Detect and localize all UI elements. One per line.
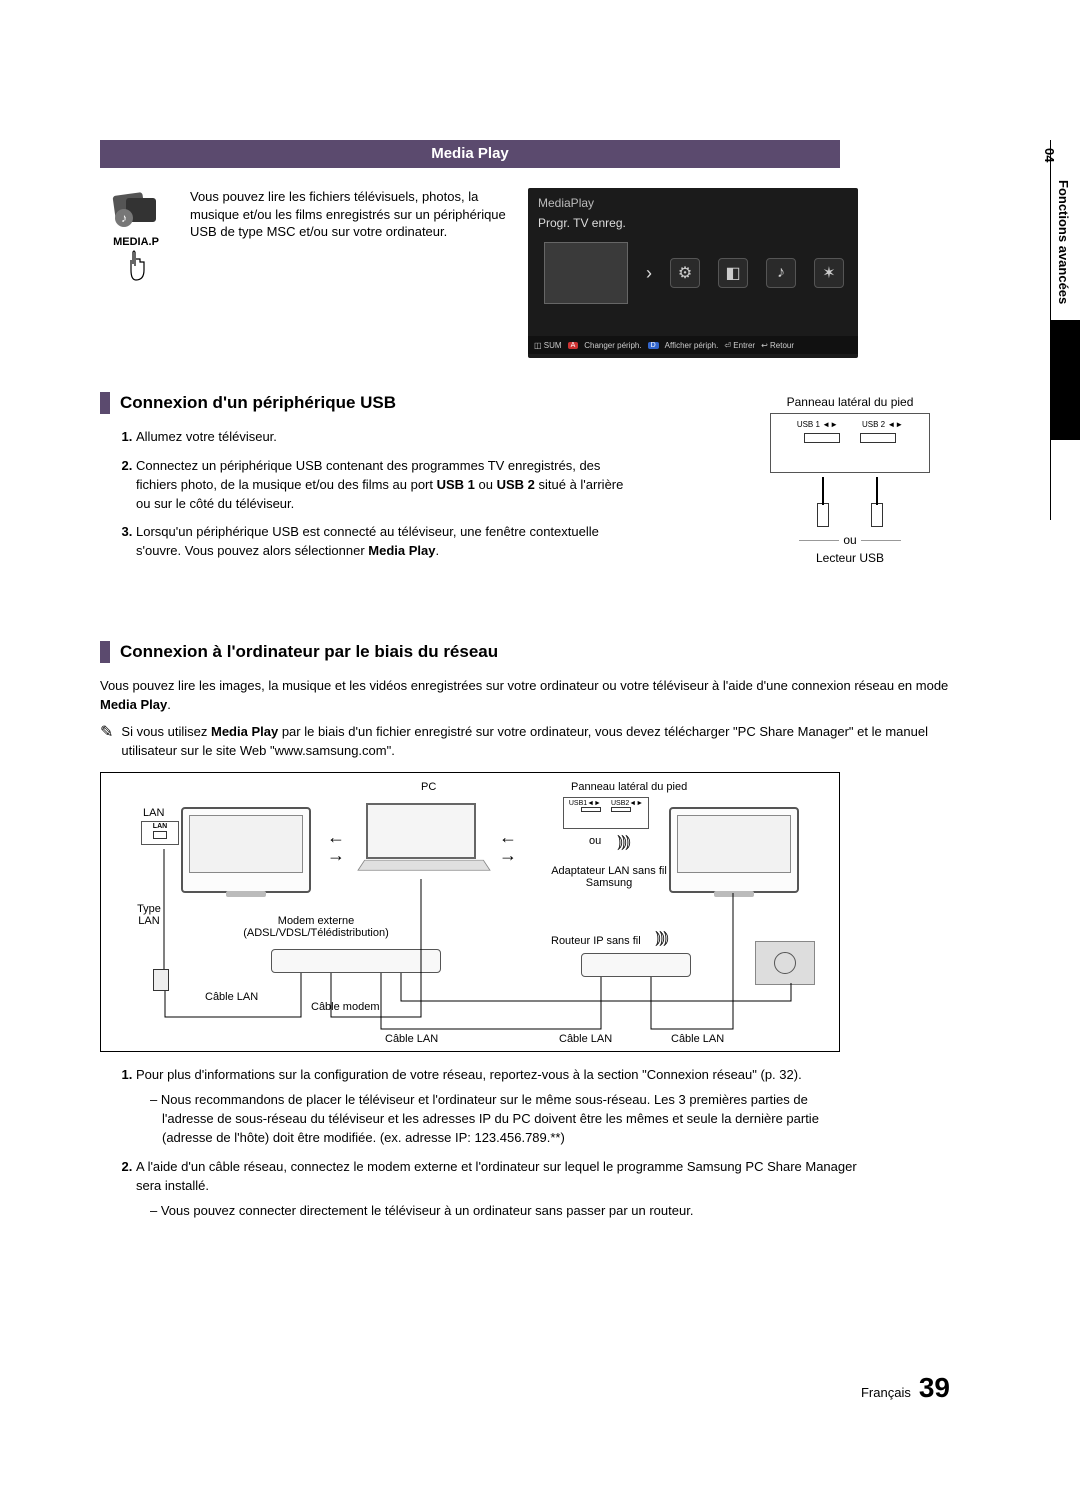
footer-page-number: 39 xyxy=(919,1372,950,1404)
chapter-title: Fonctions avancées xyxy=(1056,180,1071,304)
section-header-network: Connexion à l'ordinateur par le biais du… xyxy=(100,641,980,663)
network-note-text: Si vous utilisez Media Play par le biais… xyxy=(121,723,980,761)
usb-port-2-label: USB 2 ◄► xyxy=(862,420,903,429)
usb-panel-diagram: Panneau latéral du pied USB 1 ◄► USB 2 ◄… xyxy=(750,395,950,565)
page-content: Media Play ♪ MEDIA.P Vous pouvez lire le… xyxy=(100,140,980,1230)
section-bar-icon xyxy=(100,392,110,414)
list-item: A l'aide d'un câble réseau, connectez le… xyxy=(136,1158,860,1221)
usb-reader-label: Lecteur USB xyxy=(750,551,950,565)
mp-thumb-music-icon: ♪ xyxy=(766,258,796,288)
media-icon-column: ♪ MEDIA.P xyxy=(100,188,172,287)
media-icon-label: MEDIA.P xyxy=(100,236,172,248)
mp-footer-bar: ◫ SUM A Changer périph. D Afficher périp… xyxy=(528,336,858,354)
section-banner: Media Play xyxy=(100,140,840,168)
chapter-number: 04 xyxy=(1042,148,1057,162)
mp-action-enter: ⏎ Entrer xyxy=(724,341,755,350)
note-icon: ✎ xyxy=(100,721,113,744)
mp-app-title: MediaPlay xyxy=(538,196,848,210)
usb-steps-list: Allumez votre téléviseur. Connectez un pé… xyxy=(100,428,640,561)
usb-panel-label-top: Panneau latéral du pied xyxy=(750,395,950,409)
usb-port-1-label: USB 1 ◄► xyxy=(797,420,838,429)
section-bar-icon xyxy=(100,641,110,663)
network-note: ✎ Si vous utilisez Media Play par le bia… xyxy=(100,723,980,761)
mediaplay-screenshot: MediaPlay Progr. TV enreg. › ⚙ ◧ ♪ ✶ ◫ S… xyxy=(528,188,858,358)
usb-ou-label: ou xyxy=(843,533,856,547)
network-steps-list: Pour plus d'informations sur la configur… xyxy=(100,1066,860,1220)
network-intro: Vous pouvez lire les images, la musique … xyxy=(100,677,980,715)
mp-action-display: Afficher périph. xyxy=(665,341,719,350)
mp-action-return: ↩ Retour xyxy=(761,341,794,350)
network-diagram: PC Panneau latéral du pied LAN LAN ← → ←… xyxy=(100,772,840,1052)
nd-cable-lan-1: Câble LAN xyxy=(205,991,258,1003)
pointing-hand-icon xyxy=(122,250,150,284)
footer-language: Français xyxy=(861,1385,911,1400)
mp-key-d: D xyxy=(648,342,659,349)
mp-subtitle: Progr. TV enreg. xyxy=(538,216,848,230)
section-title-usb: Connexion d'un périphérique USB xyxy=(120,393,396,413)
page-footer: Français 39 xyxy=(861,1372,950,1404)
nd-cable-lan-3: Câble LAN xyxy=(559,1033,612,1045)
mp-thumb-setup-icon: ✶ xyxy=(814,258,844,288)
usb-stick-2-icon xyxy=(871,503,883,527)
list-item: Connectez un périphérique USB contenant … xyxy=(136,457,640,514)
mp-key-a: A xyxy=(568,342,579,349)
usb-cable-1 xyxy=(822,477,824,505)
media-description: Vous pouvez lire les fichiers télévisuel… xyxy=(190,188,510,241)
mp-thumb-video-icon: ⚙ xyxy=(670,258,700,288)
nd-cable-modem: Câble modem xyxy=(311,1001,379,1013)
usb-box: USB 1 ◄► USB 2 ◄► xyxy=(770,413,930,473)
list-item: Lorsqu'un périphérique USB est connecté … xyxy=(136,523,640,561)
mp-thumb-photo-icon: ◧ xyxy=(718,258,748,288)
usb-stick-1-icon xyxy=(817,503,829,527)
usb-slot-1 xyxy=(804,433,840,443)
list-item: Pour plus d'informations sur la configur… xyxy=(136,1066,860,1147)
usb-slot-2 xyxy=(860,433,896,443)
chevron-right-icon: › xyxy=(646,263,652,284)
nd-cable-lines xyxy=(101,773,841,1053)
svg-text:♪: ♪ xyxy=(121,211,127,225)
usb-cable-2 xyxy=(876,477,878,505)
mp-thumbnails: › ⚙ ◧ ♪ ✶ xyxy=(544,242,848,304)
side-black-marker xyxy=(1050,320,1080,440)
mp-action-change: Changer périph. xyxy=(584,341,641,350)
mp-thumb-selected xyxy=(544,242,628,304)
section-title-network: Connexion à l'ordinateur par le biais du… xyxy=(120,642,498,662)
mp-sum-label: ◫ SUM xyxy=(534,341,562,350)
nd-cable-lan-2: Câble LAN xyxy=(385,1033,438,1045)
nd-cable-lan-4: Câble LAN xyxy=(671,1033,724,1045)
media-intro-row: ♪ MEDIA.P Vous pouvez lire les fichiers … xyxy=(100,188,980,358)
list-item: Allumez votre téléviseur. xyxy=(136,428,640,447)
media-icon: ♪ xyxy=(110,188,162,232)
